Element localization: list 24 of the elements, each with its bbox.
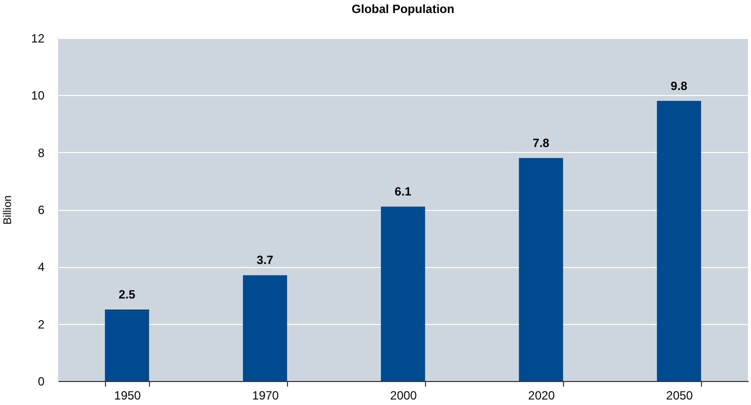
y-tick-label: 0: [38, 374, 45, 388]
bar: [242, 275, 288, 381]
y-axis-title: Billion: [2, 195, 14, 225]
y-tick-label: 12: [31, 32, 45, 46]
data-label: 9.8: [670, 78, 688, 93]
x-tick-label: 2000: [390, 388, 418, 402]
bar: [518, 158, 564, 381]
x-tick-label: 2020: [528, 388, 556, 402]
bar: [380, 206, 426, 381]
y-tick-label: 6: [38, 203, 45, 217]
y-tick-label: 2: [38, 317, 45, 332]
bar: [656, 100, 702, 381]
data-label: 2.5: [118, 288, 136, 302]
chart-title: Global Population: [352, 2, 454, 16]
x-tick-label: 1970: [252, 388, 280, 402]
data-label: 3.7: [256, 253, 274, 268]
y-tick-label: 8: [38, 146, 45, 160]
x-tick-label: 2050: [666, 388, 694, 402]
y-tick-label: 10: [31, 88, 45, 103]
y-tick-label: 4: [38, 260, 45, 274]
bar: [104, 310, 150, 381]
data-label: 6.1: [394, 184, 412, 199]
data-label: 7.8: [532, 136, 550, 150]
x-tick-label: 1950: [114, 388, 142, 402]
